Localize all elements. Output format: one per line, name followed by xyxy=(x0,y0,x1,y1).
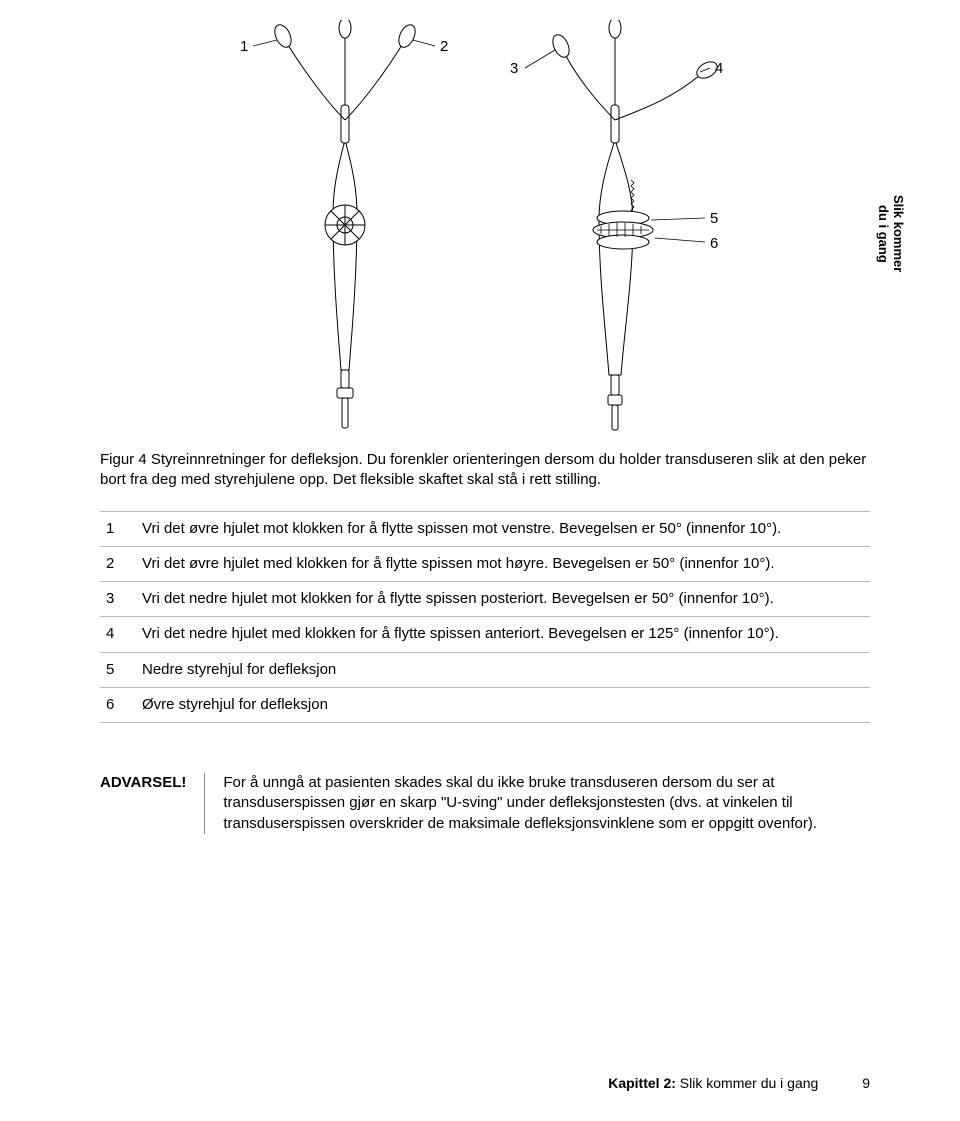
callout-5: 5 xyxy=(710,210,718,227)
legend-text: Vri det nedre hjulet mot klokken for å f… xyxy=(136,582,870,617)
table-row: 6Øvre styrehjul for defleksjon xyxy=(100,687,870,722)
table-row: 2Vri det øvre hjulet med klokken for å f… xyxy=(100,546,870,581)
side-tab-line2: du i gang xyxy=(876,205,891,263)
table-row: 1Vri det øvre hjulet mot klokken for å f… xyxy=(100,511,870,546)
callout-4: 4 xyxy=(715,60,723,77)
legend-num: 2 xyxy=(100,546,136,581)
table-row: 3Vri det nedre hjulet mot klokken for å … xyxy=(100,582,870,617)
legend-table: 1Vri det øvre hjulet mot klokken for å f… xyxy=(100,511,870,724)
legend-text: Vri det øvre hjulet mot klokken for å fl… xyxy=(136,511,870,546)
legend-text: Vri det nedre hjulet med klokken for å f… xyxy=(136,617,870,652)
side-tab: Slik kommer du i gang xyxy=(875,195,905,272)
callout-3: 3 xyxy=(510,60,518,77)
legend-num: 1 xyxy=(100,511,136,546)
side-tab-line1: Slik kommer xyxy=(891,195,906,272)
legend-num: 5 xyxy=(100,652,136,687)
callout-2: 2 xyxy=(440,38,448,55)
callout-1: 1 xyxy=(240,38,248,55)
warning-body: For å unngå at pasienten skades skal du … xyxy=(204,773,870,834)
figure-svg xyxy=(205,20,765,440)
legend-num: 6 xyxy=(100,687,136,722)
warning-block: ADVARSEL! For å unngå at pasienten skade… xyxy=(100,773,870,834)
page-footer: Kapittel 2: Slik kommer du i gang 9 xyxy=(608,1075,870,1091)
legend-text: Vri det øvre hjulet med klokken for å fl… xyxy=(136,546,870,581)
figure-area: 1 2 3 4 5 6 xyxy=(205,20,765,440)
figure-caption: Figur 4 Styreinnretninger for defleksjon… xyxy=(100,450,870,491)
table-row: 4Vri det nedre hjulet med klokken for å … xyxy=(100,617,870,652)
warning-label: ADVARSEL! xyxy=(100,773,186,834)
table-row: 5Nedre styrehjul for defleksjon xyxy=(100,652,870,687)
page-number: 9 xyxy=(862,1075,870,1091)
chapter-label: Kapittel 2: xyxy=(608,1075,676,1091)
legend-num: 3 xyxy=(100,582,136,617)
chapter-title: Slik kommer du i gang xyxy=(680,1075,819,1091)
legend-num: 4 xyxy=(100,617,136,652)
callout-6: 6 xyxy=(710,235,718,252)
legend-text: Nedre styrehjul for defleksjon xyxy=(136,652,870,687)
legend-text: Øvre styrehjul for defleksjon xyxy=(136,687,870,722)
